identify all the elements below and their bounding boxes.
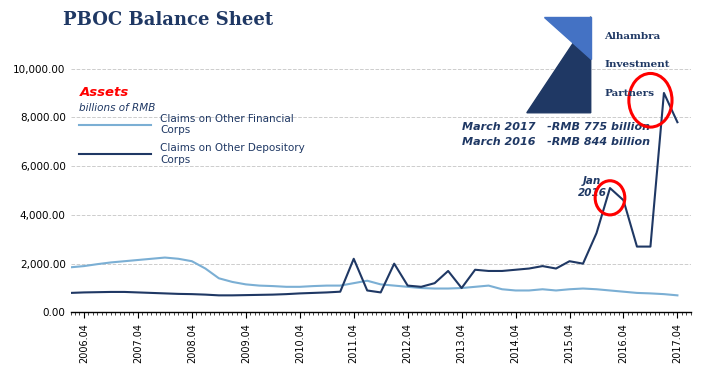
Text: Investment: Investment (605, 60, 670, 69)
Polygon shape (527, 17, 591, 113)
Text: Claims on Other Financial
Corps: Claims on Other Financial Corps (161, 114, 294, 136)
Text: March 2016   -RMB 844 billion: March 2016 -RMB 844 billion (462, 137, 649, 147)
Text: Claims on Other Depository
Corps: Claims on Other Depository Corps (161, 143, 305, 165)
Text: Partners: Partners (605, 89, 654, 98)
Text: Jan
2016: Jan 2016 (577, 176, 606, 198)
Text: billions of RMB: billions of RMB (80, 103, 156, 113)
Text: PBOC Balance Sheet: PBOC Balance Sheet (63, 11, 274, 29)
Text: Assets: Assets (80, 86, 129, 99)
Text: March 2017   -RMB 775 billion: March 2017 -RMB 775 billion (462, 122, 649, 132)
Polygon shape (544, 17, 591, 59)
Text: Alhambra: Alhambra (605, 32, 661, 41)
